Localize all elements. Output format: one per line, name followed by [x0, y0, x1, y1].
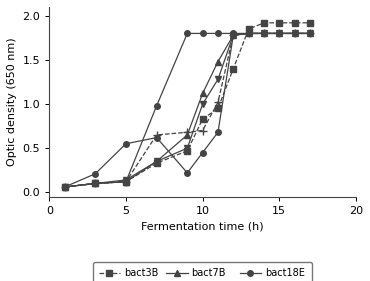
bact7B	[292, 32, 297, 35]
bact18E	[277, 32, 282, 35]
Line: bact21D: bact21D	[60, 29, 314, 191]
bact3B	[262, 21, 266, 24]
bact18E	[124, 142, 128, 146]
bact7B	[93, 182, 98, 185]
bact21B	[292, 32, 297, 35]
bact18E	[308, 32, 312, 35]
bact21B	[262, 32, 266, 35]
Legend: bact3B, bact4B, bact7B, bact21B, bact18E, bact21D: bact3B, bact4B, bact7B, bact21B, bact18E…	[93, 262, 312, 281]
bact18E	[231, 33, 236, 37]
bact4B	[277, 32, 282, 35]
bact18E	[262, 32, 266, 35]
bact3B	[308, 21, 312, 24]
bact7B	[246, 32, 251, 35]
Line: bact21B: bact21B	[61, 30, 313, 191]
bact4B	[262, 32, 266, 35]
bact21D	[93, 182, 98, 185]
bact4B	[154, 104, 159, 107]
bact21D	[277, 32, 282, 35]
bact21D	[124, 180, 128, 183]
Line: bact4B: bact4B	[62, 31, 313, 190]
bact7B	[277, 32, 282, 35]
bact7B	[201, 92, 205, 95]
bact18E	[93, 172, 98, 175]
bact18E	[185, 171, 189, 175]
bact21D	[231, 33, 236, 37]
bact21B	[277, 32, 282, 35]
bact21B	[216, 78, 220, 81]
bact3B	[246, 27, 251, 31]
bact3B	[124, 180, 128, 183]
bact7B	[154, 160, 159, 163]
bact3B	[154, 162, 159, 165]
bact7B	[185, 133, 189, 137]
Line: bact7B: bact7B	[61, 30, 313, 191]
bact4B	[185, 32, 189, 35]
bact21D	[154, 133, 159, 137]
bact7B	[124, 180, 128, 183]
bact7B	[231, 33, 236, 37]
bact21B	[63, 185, 67, 189]
bact21D	[246, 32, 251, 35]
bact3B	[63, 185, 67, 189]
bact4B	[201, 32, 205, 35]
bact21B	[231, 33, 236, 37]
bact21D	[262, 32, 266, 35]
bact21D	[185, 131, 189, 134]
bact18E	[201, 151, 205, 154]
bact21D	[63, 185, 67, 189]
bact7B	[262, 32, 266, 35]
Y-axis label: Optic density (650 nm): Optic density (650 nm)	[7, 37, 17, 166]
bact3B	[292, 21, 297, 24]
bact21B	[124, 178, 128, 182]
bact21D	[292, 32, 297, 35]
bact21B	[93, 182, 98, 185]
bact3B	[277, 21, 282, 24]
bact21B	[201, 102, 205, 106]
bact7B	[216, 60, 220, 63]
bact4B	[63, 185, 67, 189]
bact3B	[201, 117, 205, 121]
bact4B	[308, 32, 312, 35]
bact7B	[308, 32, 312, 35]
bact3B	[185, 149, 189, 153]
X-axis label: Fermentation time (h): Fermentation time (h)	[141, 221, 264, 231]
bact18E	[292, 32, 297, 35]
bact18E	[246, 32, 251, 35]
bact21B	[246, 32, 251, 35]
bact21D	[201, 129, 205, 132]
bact7B	[63, 185, 67, 189]
bact21B	[185, 146, 189, 150]
bact18E	[216, 131, 220, 134]
bact3B	[231, 67, 236, 71]
bact21D	[216, 101, 220, 104]
bact18E	[63, 185, 67, 189]
bact21B	[308, 32, 312, 35]
bact18E	[154, 136, 159, 139]
bact4B	[93, 182, 98, 185]
bact3B	[93, 182, 98, 185]
bact4B	[246, 32, 251, 35]
bact4B	[231, 32, 236, 35]
bact21B	[154, 160, 159, 163]
bact4B	[292, 32, 297, 35]
Line: bact3B: bact3B	[62, 20, 313, 190]
bact4B	[216, 32, 220, 35]
bact21D	[308, 32, 312, 35]
Line: bact18E: bact18E	[62, 31, 313, 190]
bact4B	[124, 180, 128, 183]
bact3B	[216, 107, 220, 110]
